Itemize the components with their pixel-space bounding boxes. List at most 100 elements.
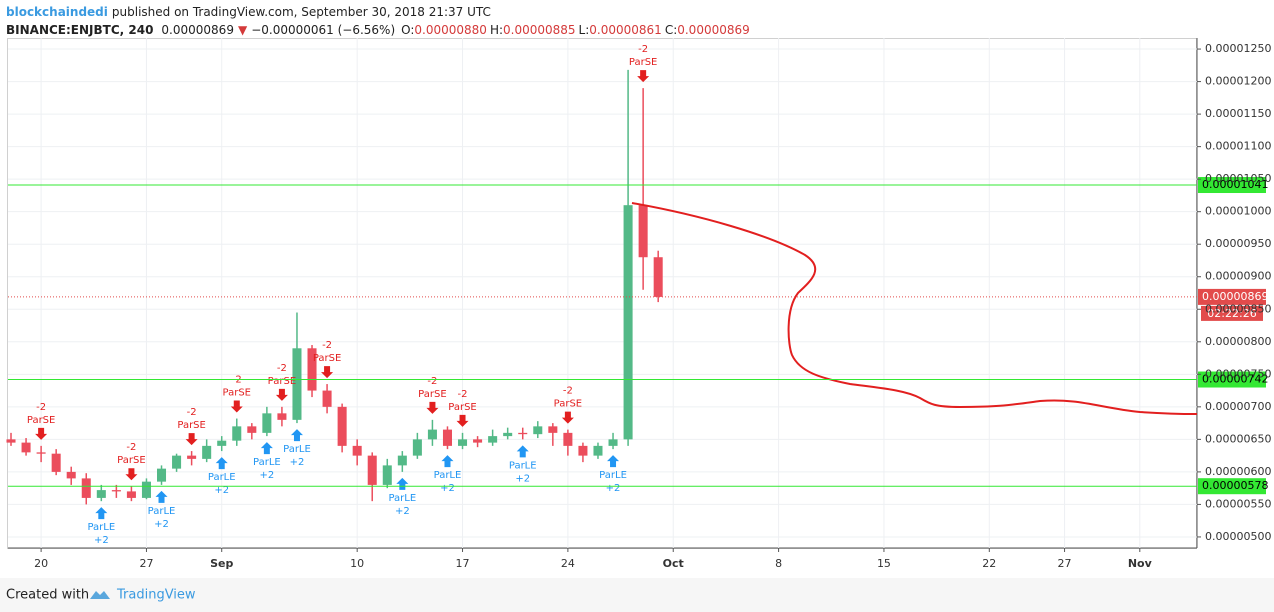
level-tag bbox=[1198, 371, 1266, 388]
y-tick-label: 0.00001150 bbox=[1205, 107, 1271, 120]
header-line: blockchaindedi published on TradingView.c… bbox=[6, 5, 750, 37]
signal-qty: +2 bbox=[154, 519, 169, 530]
candle-body bbox=[172, 455, 182, 469]
y-tick-label: 0.00000800 bbox=[1205, 335, 1271, 348]
signal-qty: +2 bbox=[259, 470, 274, 481]
candle-body bbox=[277, 413, 287, 420]
title: published on TradingView.com, September … bbox=[112, 5, 491, 19]
ohlc-label: H: bbox=[490, 23, 503, 37]
candle-body bbox=[352, 445, 362, 456]
candle-body bbox=[473, 439, 483, 443]
ohlc: O:0.00000880 H:0.00000885 L:0.00000861 C:0.… bbox=[401, 23, 750, 37]
signal-arrow bbox=[516, 445, 529, 458]
last-price-tag bbox=[1198, 288, 1266, 305]
y-tick-label: 0.00001250 bbox=[1205, 42, 1271, 55]
level-label: 0.00001041 bbox=[1202, 178, 1268, 191]
candle-body bbox=[638, 205, 648, 258]
signal-label: ParSE bbox=[117, 455, 146, 466]
symbol: BINANCE:ENJBTC, 240 bbox=[6, 23, 153, 37]
candle-body bbox=[608, 439, 618, 446]
x-tick-label: 15 bbox=[877, 557, 891, 570]
signal-qty: +2 bbox=[606, 483, 621, 494]
signal-qty: -2 bbox=[277, 363, 287, 374]
signal-qty: +2 bbox=[440, 483, 455, 494]
candle-body bbox=[141, 481, 151, 498]
signal-qty: -2 bbox=[187, 407, 197, 418]
signal-qty: +2 bbox=[94, 535, 109, 546]
y-tick-label: 0.00001000 bbox=[1205, 205, 1271, 218]
signal-label: ParSE bbox=[177, 420, 206, 431]
signal-label: ParSE bbox=[418, 389, 447, 400]
candle-body bbox=[563, 432, 573, 446]
y-tick-label: 0.00001050 bbox=[1205, 172, 1271, 185]
candle-body bbox=[533, 426, 543, 435]
signal-label: ParLE bbox=[283, 444, 311, 455]
candle-body bbox=[412, 439, 422, 456]
candle-body bbox=[21, 442, 31, 453]
candle-body bbox=[81, 478, 91, 498]
y-tick-label: 0.00000600 bbox=[1205, 465, 1271, 478]
legend-line: BINANCE:ENJBTC, 240 0.00000869 ▼ −0.0000006… bbox=[6, 23, 750, 37]
countdown-label: 02:22:26 bbox=[1207, 307, 1256, 320]
candle-body bbox=[66, 471, 76, 479]
axes: 0.00000500 0.00000550 0.00000600 0.00000650… bbox=[34, 42, 1271, 570]
candle-body bbox=[578, 445, 588, 456]
y-tick-label: 0.00000950 bbox=[1205, 237, 1271, 250]
signal-label: ParLE bbox=[87, 522, 115, 533]
candle-body bbox=[367, 455, 377, 485]
signal-arrow bbox=[95, 507, 108, 520]
signal-qty: -2 bbox=[322, 340, 332, 351]
candle-body bbox=[593, 445, 603, 456]
signal-qty: -2 bbox=[458, 389, 468, 400]
level-label: 0.00000742 bbox=[1202, 373, 1268, 386]
x-tick-label: 10 bbox=[350, 557, 364, 570]
signal-qty: +2 bbox=[290, 457, 305, 468]
y-tick-label: 0.00000500 bbox=[1205, 530, 1271, 543]
ohlc-value: 0.00000861 bbox=[589, 23, 662, 37]
signal-arrow bbox=[155, 490, 168, 503]
x-tick-label: 22 bbox=[982, 557, 996, 570]
footer-bar bbox=[0, 578, 1274, 612]
candle-body bbox=[382, 465, 392, 485]
level-label: 0.00000578 bbox=[1202, 479, 1268, 492]
ohlc-value: 0.00000885 bbox=[503, 23, 576, 37]
candle-body bbox=[292, 348, 302, 420]
candle-body bbox=[307, 348, 317, 391]
signal-arrow bbox=[230, 400, 243, 413]
signal-qty: -2 bbox=[427, 376, 437, 387]
signal-qty: +2 bbox=[214, 485, 229, 496]
signal-arrow bbox=[426, 401, 439, 414]
candle-body bbox=[202, 445, 212, 459]
candle-body bbox=[458, 439, 468, 446]
candle-body bbox=[262, 413, 272, 433]
signal-arrow bbox=[441, 455, 454, 468]
x-tick-label: Oct bbox=[663, 557, 684, 570]
author: blockchaindedi bbox=[6, 5, 108, 19]
y-tick-label: 0.00000700 bbox=[1205, 400, 1271, 413]
x-tick-label: Sep bbox=[210, 557, 233, 570]
signal-arrow bbox=[125, 468, 138, 481]
signal-label: ParLE bbox=[253, 457, 281, 468]
last-price-label: 0.00000869 bbox=[1202, 290, 1268, 303]
signal-label: ParLE bbox=[434, 470, 462, 481]
change: −0.00000061 (−6.56%) bbox=[251, 23, 395, 37]
x-tick-label: 8 bbox=[775, 557, 782, 570]
ohlc-value: 0.00000880 bbox=[414, 23, 487, 37]
signal-label: ParSE bbox=[268, 376, 297, 387]
candles: ParSE -2 ParLE +2 ParSE -2 ParLE +2 ParSE -2 ParLE… bbox=[6, 44, 663, 546]
footer-brand: TradingView bbox=[116, 588, 196, 603]
level-tag bbox=[1198, 478, 1266, 495]
level-tag bbox=[1198, 177, 1266, 194]
signal-label: ParLE bbox=[388, 493, 416, 504]
signal-arrow bbox=[215, 457, 228, 470]
candle-body bbox=[36, 452, 46, 454]
signal-arrow bbox=[456, 414, 469, 427]
header: blockchaindedi published on TradingView.c… bbox=[6, 5, 491, 19]
y-tick-label: 0.00000650 bbox=[1205, 432, 1271, 445]
signal-label: ParSE bbox=[313, 353, 342, 364]
y-tick-label: 0.00000900 bbox=[1205, 270, 1271, 283]
signal-arrow bbox=[321, 366, 334, 379]
